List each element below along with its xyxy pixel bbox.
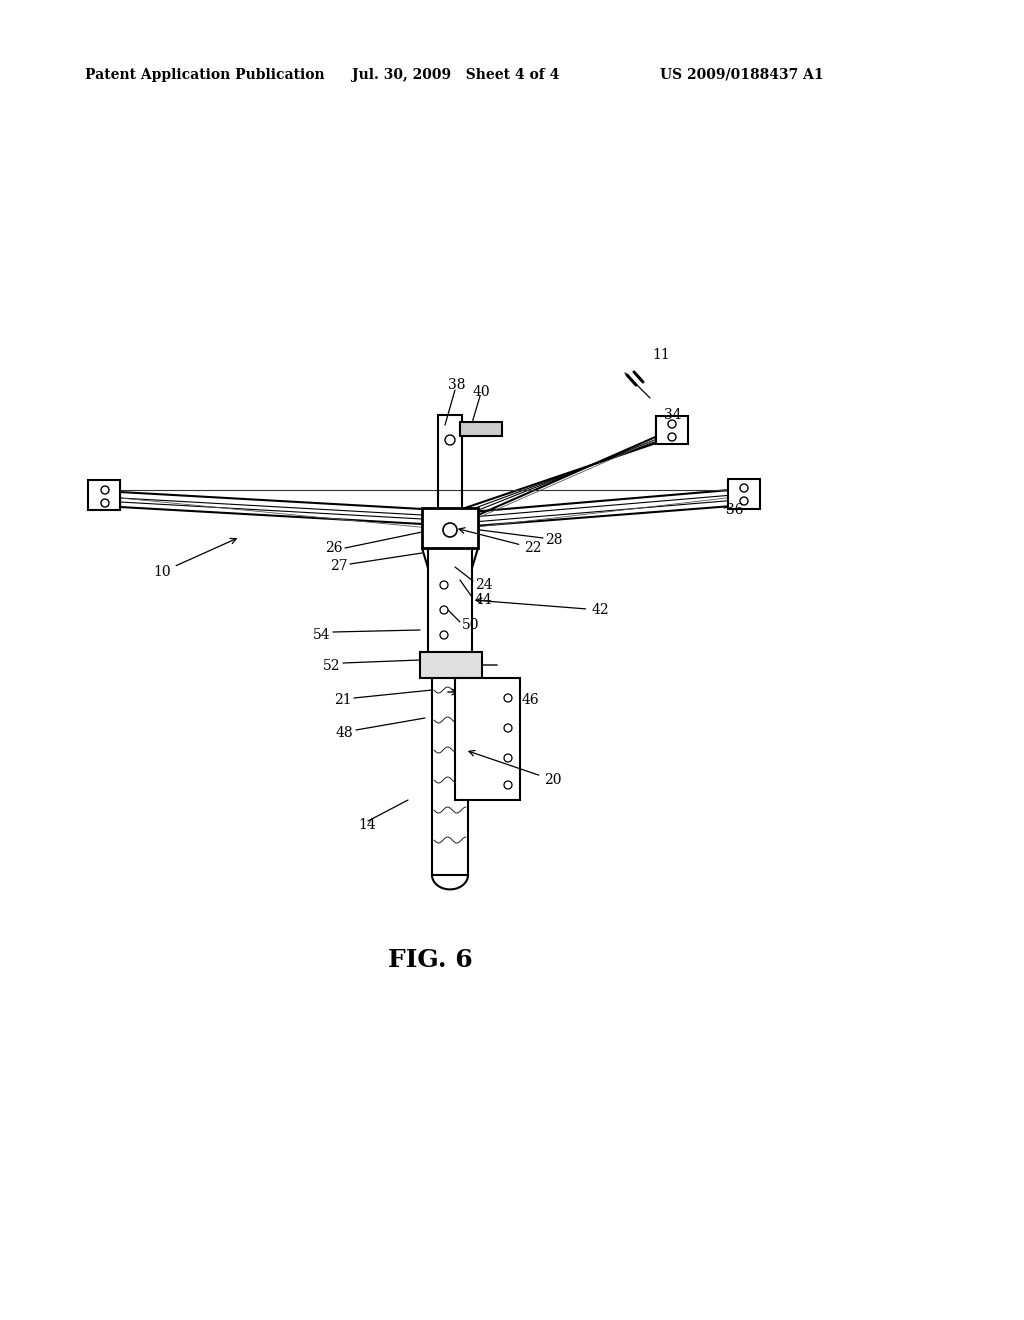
- Text: Jul. 30, 2009   Sheet 4 of 4: Jul. 30, 2009 Sheet 4 of 4: [352, 69, 559, 82]
- Text: 20: 20: [469, 751, 562, 787]
- Circle shape: [440, 581, 449, 589]
- Text: 46: 46: [522, 693, 540, 708]
- Text: 48: 48: [336, 726, 353, 741]
- Circle shape: [740, 484, 748, 492]
- Text: 10: 10: [154, 539, 237, 579]
- Text: 44: 44: [475, 593, 493, 607]
- Text: 22: 22: [459, 528, 542, 554]
- Text: Patent Application Publication: Patent Application Publication: [85, 69, 325, 82]
- Circle shape: [440, 631, 449, 639]
- Text: 21: 21: [334, 693, 351, 708]
- Text: 28: 28: [545, 533, 562, 546]
- Circle shape: [445, 436, 455, 445]
- Text: 24: 24: [475, 578, 493, 591]
- FancyBboxPatch shape: [460, 422, 502, 436]
- Text: 14: 14: [358, 818, 376, 832]
- Circle shape: [668, 433, 676, 441]
- Circle shape: [443, 523, 457, 537]
- Text: 50: 50: [462, 618, 479, 632]
- Text: US 2009/0188437 A1: US 2009/0188437 A1: [660, 69, 823, 82]
- Text: FIG. 6: FIG. 6: [388, 948, 472, 972]
- Text: 40: 40: [473, 385, 490, 399]
- Text: 27: 27: [330, 558, 347, 573]
- FancyBboxPatch shape: [422, 508, 478, 548]
- Circle shape: [504, 694, 512, 702]
- Circle shape: [504, 781, 512, 789]
- Text: 34: 34: [664, 408, 682, 422]
- Text: 42: 42: [476, 598, 609, 616]
- Circle shape: [440, 606, 449, 614]
- Text: 36: 36: [726, 503, 743, 517]
- Text: 38: 38: [449, 378, 466, 392]
- FancyBboxPatch shape: [656, 416, 688, 444]
- FancyBboxPatch shape: [728, 479, 760, 510]
- Text: 26: 26: [325, 541, 342, 554]
- Circle shape: [101, 499, 109, 507]
- Circle shape: [504, 723, 512, 733]
- Text: 11: 11: [652, 348, 670, 362]
- Text: 54: 54: [313, 628, 331, 642]
- FancyBboxPatch shape: [420, 652, 482, 678]
- Circle shape: [668, 420, 676, 428]
- Circle shape: [101, 486, 109, 494]
- Circle shape: [740, 498, 748, 506]
- FancyBboxPatch shape: [88, 480, 120, 510]
- FancyBboxPatch shape: [455, 678, 520, 800]
- Text: 52: 52: [323, 659, 341, 673]
- Circle shape: [504, 754, 512, 762]
